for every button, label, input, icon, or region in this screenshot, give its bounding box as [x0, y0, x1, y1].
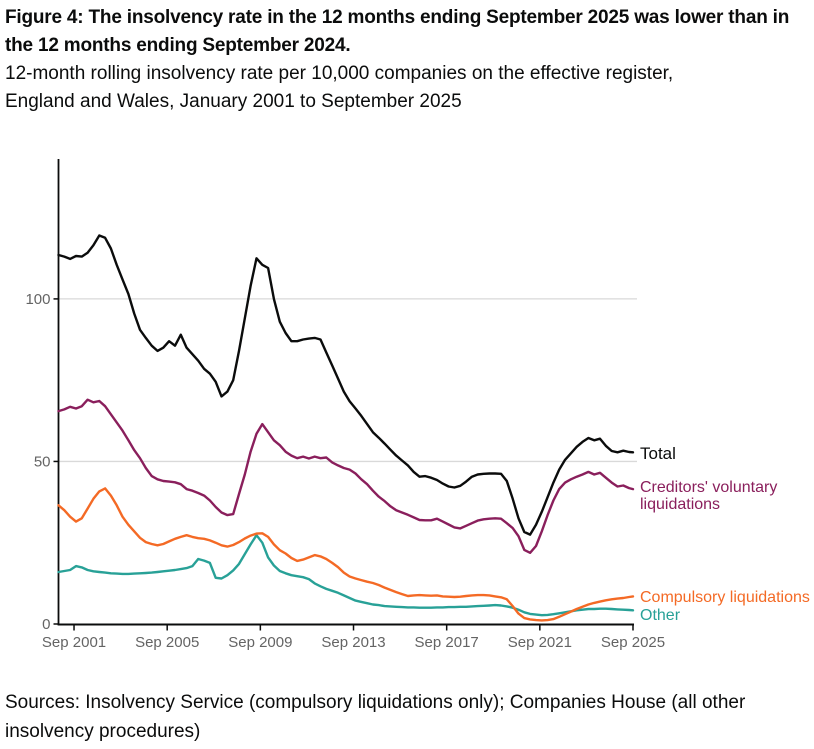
svg-text:100: 100	[25, 291, 50, 308]
sources-note: Sources: Insolvency Service (compulsory …	[5, 692, 746, 742]
svg-text:Sep 2025: Sep 2025	[601, 634, 665, 651]
svg-text:Sep 2017: Sep 2017	[415, 634, 479, 651]
series-label-creditors-voluntary-liquidations: Creditors' voluntary liquidations	[640, 479, 778, 513]
figure-title: Figure 4: The insolvency rate in the 12 …	[5, 7, 790, 56]
series-label-total: Total	[640, 444, 676, 463]
svg-text:Sep 2009: Sep 2009	[228, 634, 292, 651]
svg-text:Sep 2013: Sep 2013	[321, 634, 385, 651]
chart-canvas: 0 50 100 Sep 2001 Sep 2005 Sep 2009 Sep 2013 Se…	[25, 159, 665, 651]
svg-text:0: 0	[42, 616, 50, 633]
svg-text:Sep 2005: Sep 2005	[135, 634, 199, 651]
svg-text:50: 50	[34, 453, 51, 470]
figure-subtitle: 12-month rolling insolvency rate per 10,…	[5, 63, 674, 112]
series-label-other: Other	[640, 607, 681, 624]
svg-text:Sep 2021: Sep 2021	[508, 634, 572, 651]
svg-text:Sep 2001: Sep 2001	[42, 634, 106, 651]
series-label-compulsory-liquidations: Compulsory liquidations	[640, 589, 810, 606]
